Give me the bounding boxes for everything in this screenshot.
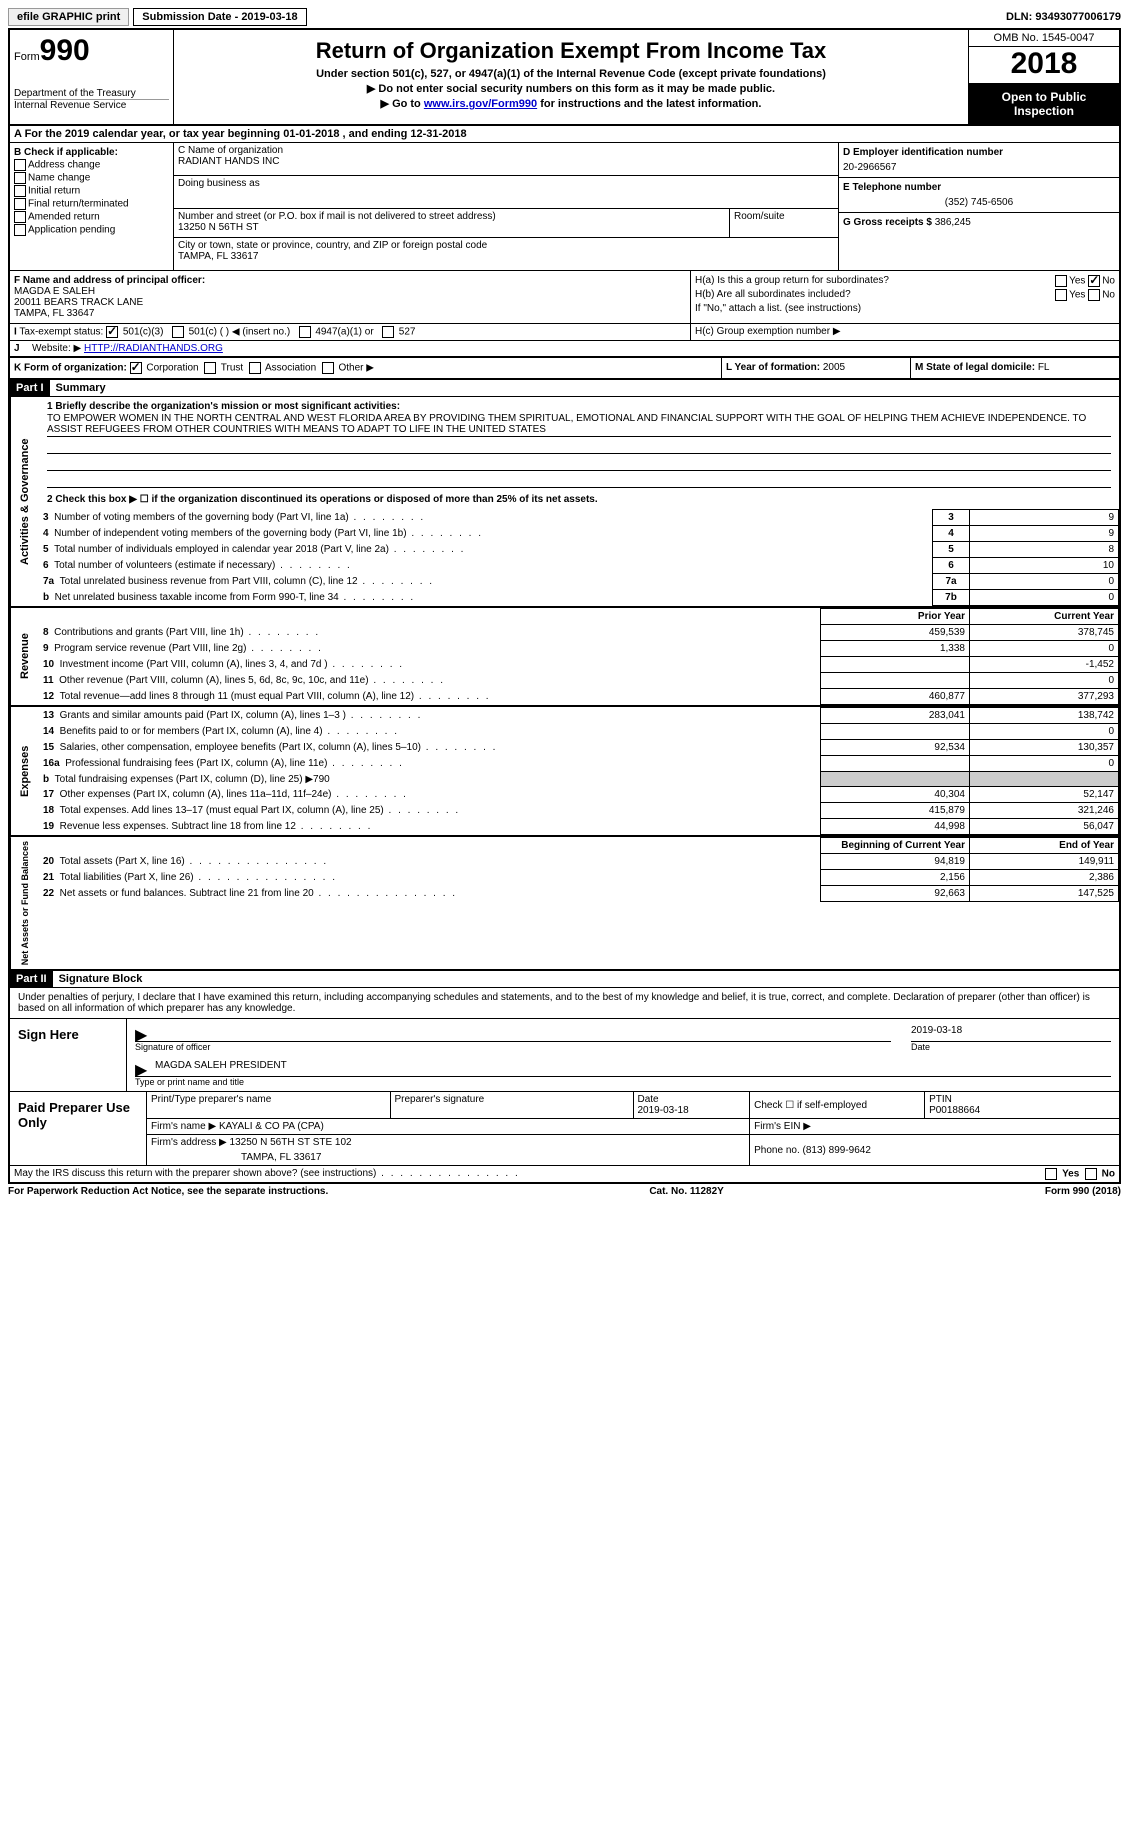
check-final-return[interactable]: Final return/terminated bbox=[14, 198, 169, 210]
row-fh: F Name and address of principal officer:… bbox=[8, 270, 1121, 323]
revenue-table: Prior YearCurrent Year8 Contributions an… bbox=[39, 608, 1119, 705]
check-amended[interactable]: Amended return bbox=[14, 211, 169, 223]
subtitle-2: ▶ Do not enter social security numbers o… bbox=[182, 82, 960, 95]
box-b: B Check if applicable: Address change Na… bbox=[10, 143, 174, 270]
part1-header: Part I Summary bbox=[8, 380, 1121, 397]
row-k: K Form of organization: Corporation Trus… bbox=[8, 357, 1121, 380]
row-i: I Tax-exempt status: 501(c)(3) 501(c) ( … bbox=[8, 323, 1121, 340]
section-a-period: A For the 2019 calendar year, or tax yea… bbox=[8, 126, 1121, 143]
ein-cell: D Employer identification number 20-2966… bbox=[839, 143, 1119, 178]
check-address-change[interactable]: Address change bbox=[14, 159, 169, 171]
check-name-change[interactable]: Name change bbox=[14, 172, 169, 184]
part1-governance: Activities & Governance 1 Briefly descri… bbox=[8, 397, 1121, 608]
governance-table: 3 Number of voting members of the govern… bbox=[39, 509, 1119, 606]
department: Department of the Treasury Internal Reve… bbox=[14, 88, 169, 111]
preparer-table: Print/Type preparer's name Preparer's si… bbox=[147, 1092, 1119, 1165]
room-cell: Room/suite bbox=[730, 209, 838, 237]
form-header: Form990 Department of the Treasury Inter… bbox=[8, 28, 1121, 126]
subtitle-1: Under section 501(c), 527, or 4947(a)(1)… bbox=[182, 68, 960, 80]
discuss-row: May the IRS discuss this return with the… bbox=[10, 1165, 1119, 1182]
sidebar-netassets: Net Assets or Fund Balances bbox=[10, 837, 39, 969]
signature-block: Under penalties of perjury, I declare th… bbox=[8, 988, 1121, 1184]
page-footer: For Paperwork Reduction Act Notice, see … bbox=[8, 1184, 1121, 1199]
form-title: Return of Organization Exempt From Incom… bbox=[182, 38, 960, 64]
info-grid: B Check if applicable: Address change Na… bbox=[8, 143, 1121, 270]
form-number: Form990 bbox=[14, 34, 169, 68]
submission-date: Submission Date - 2019-03-18 bbox=[133, 8, 306, 26]
gross-cell: G Gross receipts $ 386,245 bbox=[839, 213, 1119, 232]
org-name-cell: C Name of organization RADIANT HANDS INC bbox=[174, 143, 838, 176]
sidebar-revenue: Revenue bbox=[10, 608, 39, 705]
box-f: F Name and address of principal officer:… bbox=[10, 271, 691, 323]
tax-year: 2018 bbox=[969, 47, 1119, 84]
row-j: J Website: ▶ HTTP://RADIANTHANDS.ORG bbox=[8, 340, 1121, 357]
phone-cell: E Telephone number (352) 745-6506 bbox=[839, 178, 1119, 213]
subtitle-3: ▶ Go to www.irs.gov/Form990 for instruct… bbox=[182, 97, 960, 110]
irs-link[interactable]: www.irs.gov/Form990 bbox=[424, 98, 537, 110]
sidebar-expenses: Expenses bbox=[10, 707, 39, 835]
dln: DLN: 93493077006179 bbox=[1006, 11, 1121, 23]
check-pending[interactable]: Application pending bbox=[14, 224, 169, 236]
mission-text: TO EMPOWER WOMEN IN THE NORTH CENTRAL AN… bbox=[47, 412, 1111, 437]
declaration-text: Under penalties of perjury, I declare th… bbox=[10, 988, 1119, 1019]
box-h: H(a) Is this a group return for subordin… bbox=[691, 271, 1119, 323]
open-public-badge: Open to Public Inspection bbox=[969, 84, 1119, 124]
part2-header: Part II Signature Block bbox=[8, 971, 1121, 988]
street-cell: Number and street (or P.O. box if mail i… bbox=[174, 209, 730, 237]
sign-here-label: Sign Here bbox=[10, 1019, 127, 1091]
omb-number: OMB No. 1545-0047 bbox=[969, 30, 1119, 47]
part1-revenue: Revenue Prior YearCurrent Year8 Contribu… bbox=[8, 608, 1121, 707]
part1-expenses: Expenses 13 Grants and similar amounts p… bbox=[8, 707, 1121, 837]
paid-preparer-label: Paid Preparer Use Only bbox=[10, 1092, 147, 1165]
website-link[interactable]: HTTP://RADIANTHANDS.ORG bbox=[84, 343, 223, 354]
sidebar-governance: Activities & Governance bbox=[10, 397, 39, 606]
part1-netassets: Net Assets or Fund Balances Beginning of… bbox=[8, 837, 1121, 971]
check-initial-return[interactable]: Initial return bbox=[14, 185, 169, 197]
expenses-table: 13 Grants and similar amounts paid (Part… bbox=[39, 707, 1119, 835]
top-bar: efile GRAPHIC print Submission Date - 20… bbox=[8, 8, 1121, 26]
city-cell: City or town, state or province, country… bbox=[174, 238, 838, 270]
dba-cell: Doing business as bbox=[174, 176, 838, 209]
netassets-table: Beginning of Current YearEnd of Year20 T… bbox=[39, 837, 1119, 902]
efile-print-button[interactable]: efile GRAPHIC print bbox=[8, 8, 129, 26]
